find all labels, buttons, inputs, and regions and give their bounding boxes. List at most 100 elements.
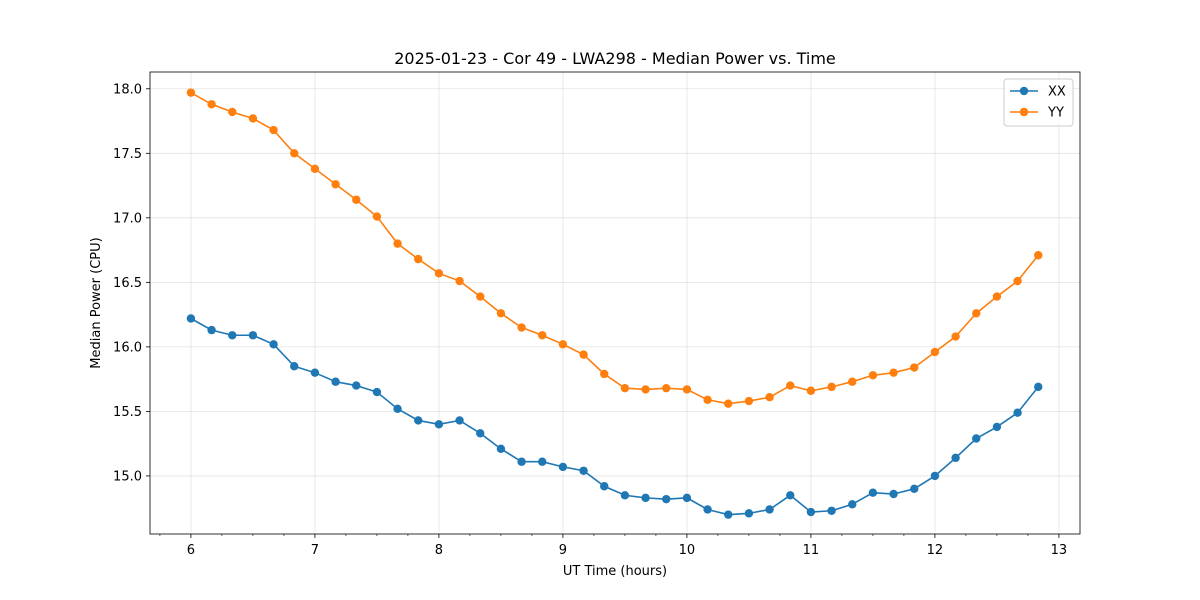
data-point-xx	[579, 466, 588, 475]
data-point-yy	[951, 332, 960, 341]
data-point-xx	[1034, 382, 1043, 392]
data-point-xx	[889, 489, 898, 499]
data-point-xx	[724, 510, 733, 519]
data-point-yy	[600, 369, 609, 379]
data-point-xx	[848, 500, 857, 509]
data-point-xx	[538, 457, 547, 466]
data-point-yy	[765, 393, 774, 402]
data-point-xx	[372, 387, 382, 397]
data-point-yy	[786, 381, 795, 390]
data-point-yy	[434, 269, 444, 278]
data-point-xx	[827, 506, 836, 515]
legend: XX YY	[1003, 78, 1074, 127]
data-point-xx	[393, 404, 402, 414]
data-point-xx	[517, 457, 526, 466]
data-point-yy	[724, 399, 733, 408]
data-point-yy	[744, 396, 754, 406]
data-point-yy	[930, 347, 940, 357]
data-point-yy	[868, 371, 878, 380]
legend-items: XX YY	[1010, 85, 1066, 121]
data-point-yy	[641, 385, 650, 394]
data-point-yy	[558, 340, 568, 349]
data-point-yy	[662, 383, 671, 393]
data-point-xx	[786, 491, 795, 500]
x-tick-label: 10	[679, 543, 696, 558]
data-point-yy	[972, 309, 981, 318]
legend-label: YY	[1047, 106, 1064, 121]
data-point-yy	[620, 383, 630, 393]
data-point-yy	[352, 195, 361, 204]
data-point-yy	[682, 385, 692, 394]
data-point-yy	[228, 107, 237, 117]
data-point-xx	[269, 340, 278, 349]
data-point-yy	[455, 276, 464, 286]
data-point-xx	[496, 444, 506, 454]
data-point-yy	[1034, 251, 1043, 260]
data-point-xx	[455, 416, 464, 425]
y-tick-label: 16.5	[113, 276, 142, 291]
data-point-yy	[1013, 276, 1022, 286]
legend-swatch-marker	[1019, 107, 1029, 117]
data-point-xx	[703, 505, 712, 514]
data-point-yy	[393, 239, 402, 248]
data-point-xx	[641, 493, 650, 503]
data-point-yy	[889, 368, 898, 377]
data-point-yy	[848, 377, 857, 386]
data-point-xx	[951, 453, 960, 463]
data-point-xx	[228, 331, 237, 340]
data-point-xx	[310, 368, 320, 377]
y-axis-label: Median Power (CPU)	[89, 237, 104, 368]
chart-title: 2025-01-23 - Cor 49 - LWA298 - Median Po…	[394, 49, 836, 68]
plot-frame	[149, 71, 1081, 535]
data-point-xx	[600, 482, 609, 491]
data-point-xx	[476, 429, 485, 438]
legend-entry-yy: YY	[1010, 106, 1064, 121]
data-point-yy	[372, 212, 382, 221]
data-point-yy	[248, 114, 258, 123]
data-point-xx	[558, 462, 568, 472]
data-point-xx	[248, 331, 258, 340]
legend-entry-xx: XX	[1010, 85, 1066, 100]
series-xx	[186, 314, 1043, 519]
data-point-yy	[207, 100, 216, 109]
x-tick-label: 9	[559, 543, 567, 558]
y-tick-label: 15.5	[113, 405, 142, 420]
data-point-yy	[476, 292, 485, 301]
x-tick-label: 6	[187, 543, 195, 558]
x-tick-label: 11	[803, 543, 820, 558]
data-point-xx	[662, 494, 671, 504]
data-point-yy	[310, 164, 320, 173]
x-tick-label: 13	[1051, 543, 1068, 558]
data-point-yy	[269, 125, 278, 135]
data-point-xx	[992, 422, 1002, 432]
axis-ticks: 6 7 8 9 10 11 12 13 15.0 15.5 16.0 16.5 17.0 17.5 18.0	[113, 82, 1067, 558]
y-tick-label: 18.0	[113, 82, 142, 97]
data-point-xx	[1013, 408, 1022, 417]
data-point-yy	[517, 323, 526, 332]
legend-swatch-marker	[1019, 86, 1029, 96]
data-point-yy	[910, 363, 919, 372]
data-point-xx	[290, 362, 299, 371]
data-point-yy	[496, 309, 506, 318]
data-point-xx	[930, 471, 940, 481]
data-point-xx	[910, 484, 919, 494]
data-point-yy	[827, 382, 836, 392]
data-point-xx	[186, 314, 196, 323]
data-point-yy	[414, 254, 423, 264]
series-yy	[186, 88, 1043, 408]
data-point-xx	[765, 505, 774, 514]
data-point-xx	[972, 434, 981, 443]
grid	[150, 72, 1080, 534]
data-point-yy	[290, 149, 299, 158]
data-point-yy	[703, 395, 712, 404]
x-tick-label: 12	[927, 543, 944, 558]
data-point-xx	[744, 509, 754, 518]
data-point-yy	[186, 88, 196, 97]
data-point-xx	[806, 507, 816, 517]
data-point-xx	[868, 488, 878, 497]
data-point-xx	[331, 377, 340, 386]
data-point-xx	[414, 416, 423, 425]
data-point-yy	[992, 292, 1002, 301]
